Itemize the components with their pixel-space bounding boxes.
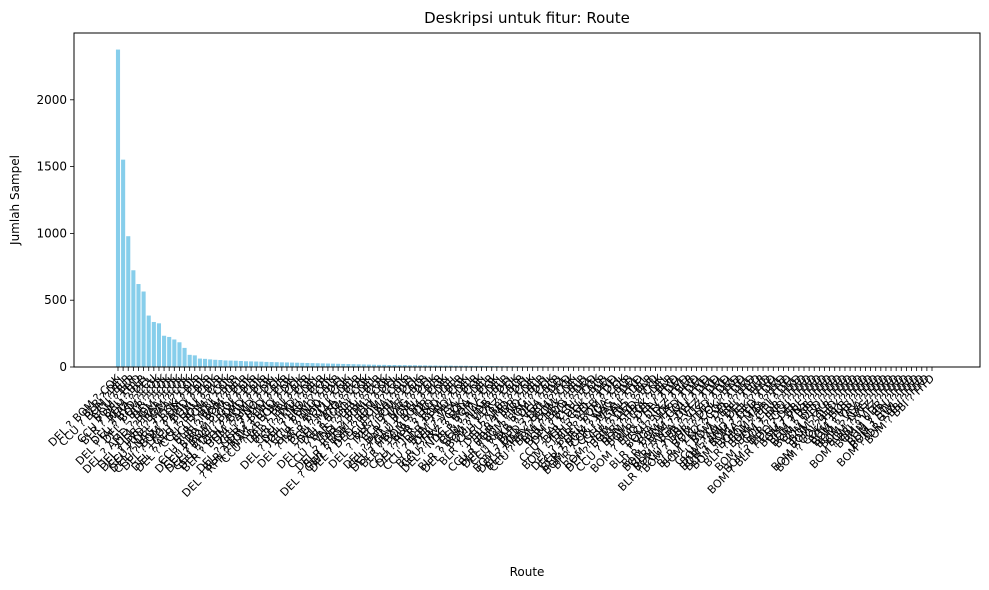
- bar: [202, 358, 208, 367]
- bar: [223, 360, 228, 367]
- chart-title: Deskripsi untuk fitur: Route: [424, 9, 630, 27]
- bar: [387, 365, 392, 367]
- bar: [182, 347, 187, 367]
- y-tick-label: 1500: [36, 160, 67, 174]
- bar: [290, 362, 295, 367]
- bar: [279, 362, 284, 367]
- bar: [218, 360, 223, 367]
- bar: [341, 363, 346, 367]
- bar: [377, 364, 382, 367]
- bar: [433, 365, 438, 367]
- bar: [156, 323, 162, 367]
- bar: [249, 361, 254, 367]
- bar: [336, 363, 341, 367]
- x-axis-label: Route: [510, 565, 545, 579]
- bar: [208, 359, 213, 367]
- y-tick-label: 0: [59, 360, 67, 374]
- bar: [284, 362, 289, 367]
- bar: [325, 363, 330, 367]
- y-axis-ticks: 0 500 1000 1500 2000: [36, 93, 74, 374]
- bar: [330, 363, 336, 367]
- bar: [254, 361, 259, 367]
- bar: [141, 291, 146, 367]
- bar: [469, 365, 474, 367]
- bar: [131, 270, 136, 367]
- bar: [397, 365, 402, 367]
- bar: [136, 284, 141, 367]
- bar: [371, 364, 377, 367]
- bar: [310, 363, 315, 367]
- bar: [382, 364, 387, 367]
- bar: [300, 362, 305, 367]
- bar: [172, 339, 177, 367]
- bar: [361, 364, 366, 367]
- bar: [121, 159, 126, 367]
- bar: [162, 335, 167, 367]
- bar: [243, 361, 249, 367]
- bar: [412, 365, 417, 367]
- bar: [197, 358, 202, 367]
- bar: [392, 365, 397, 367]
- bar: [213, 359, 218, 367]
- bar: [418, 365, 423, 367]
- bar: [320, 363, 325, 367]
- bar: [407, 365, 412, 367]
- plot-frame: [73, 32, 981, 368]
- bar: [428, 365, 433, 367]
- bar: [366, 364, 371, 367]
- bar: [259, 361, 264, 367]
- bar: [264, 361, 269, 367]
- bar: [295, 362, 300, 367]
- bar: [351, 364, 356, 367]
- bar: [146, 315, 151, 367]
- bar: [126, 236, 131, 367]
- bar: [438, 365, 443, 367]
- bar: [423, 365, 428, 367]
- bar: [356, 364, 361, 367]
- bar: [315, 363, 320, 367]
- bar: [443, 365, 448, 367]
- bar-group: [115, 49, 935, 367]
- bar: [177, 342, 182, 367]
- bar: [458, 365, 464, 367]
- y-axis-label: Jumlah Sampel: [8, 155, 22, 246]
- y-tick-label: 2000: [36, 93, 67, 107]
- bar: [187, 354, 192, 367]
- bar: [305, 362, 310, 367]
- y-tick-label: 500: [44, 293, 67, 307]
- bar: [192, 355, 197, 367]
- bar: [151, 321, 156, 367]
- bar: [448, 365, 453, 367]
- bar: [479, 365, 484, 367]
- bar: [228, 360, 233, 367]
- bar: [233, 360, 238, 367]
- bar: [402, 365, 407, 367]
- bar: [474, 365, 479, 367]
- bar: [269, 362, 274, 367]
- bar: [274, 362, 279, 367]
- y-tick-label: 1000: [36, 226, 67, 240]
- bar: [346, 364, 351, 367]
- bar: [167, 336, 172, 367]
- bar: [453, 365, 458, 367]
- bar: [464, 365, 469, 367]
- bar: [115, 49, 121, 367]
- bar: [238, 360, 243, 367]
